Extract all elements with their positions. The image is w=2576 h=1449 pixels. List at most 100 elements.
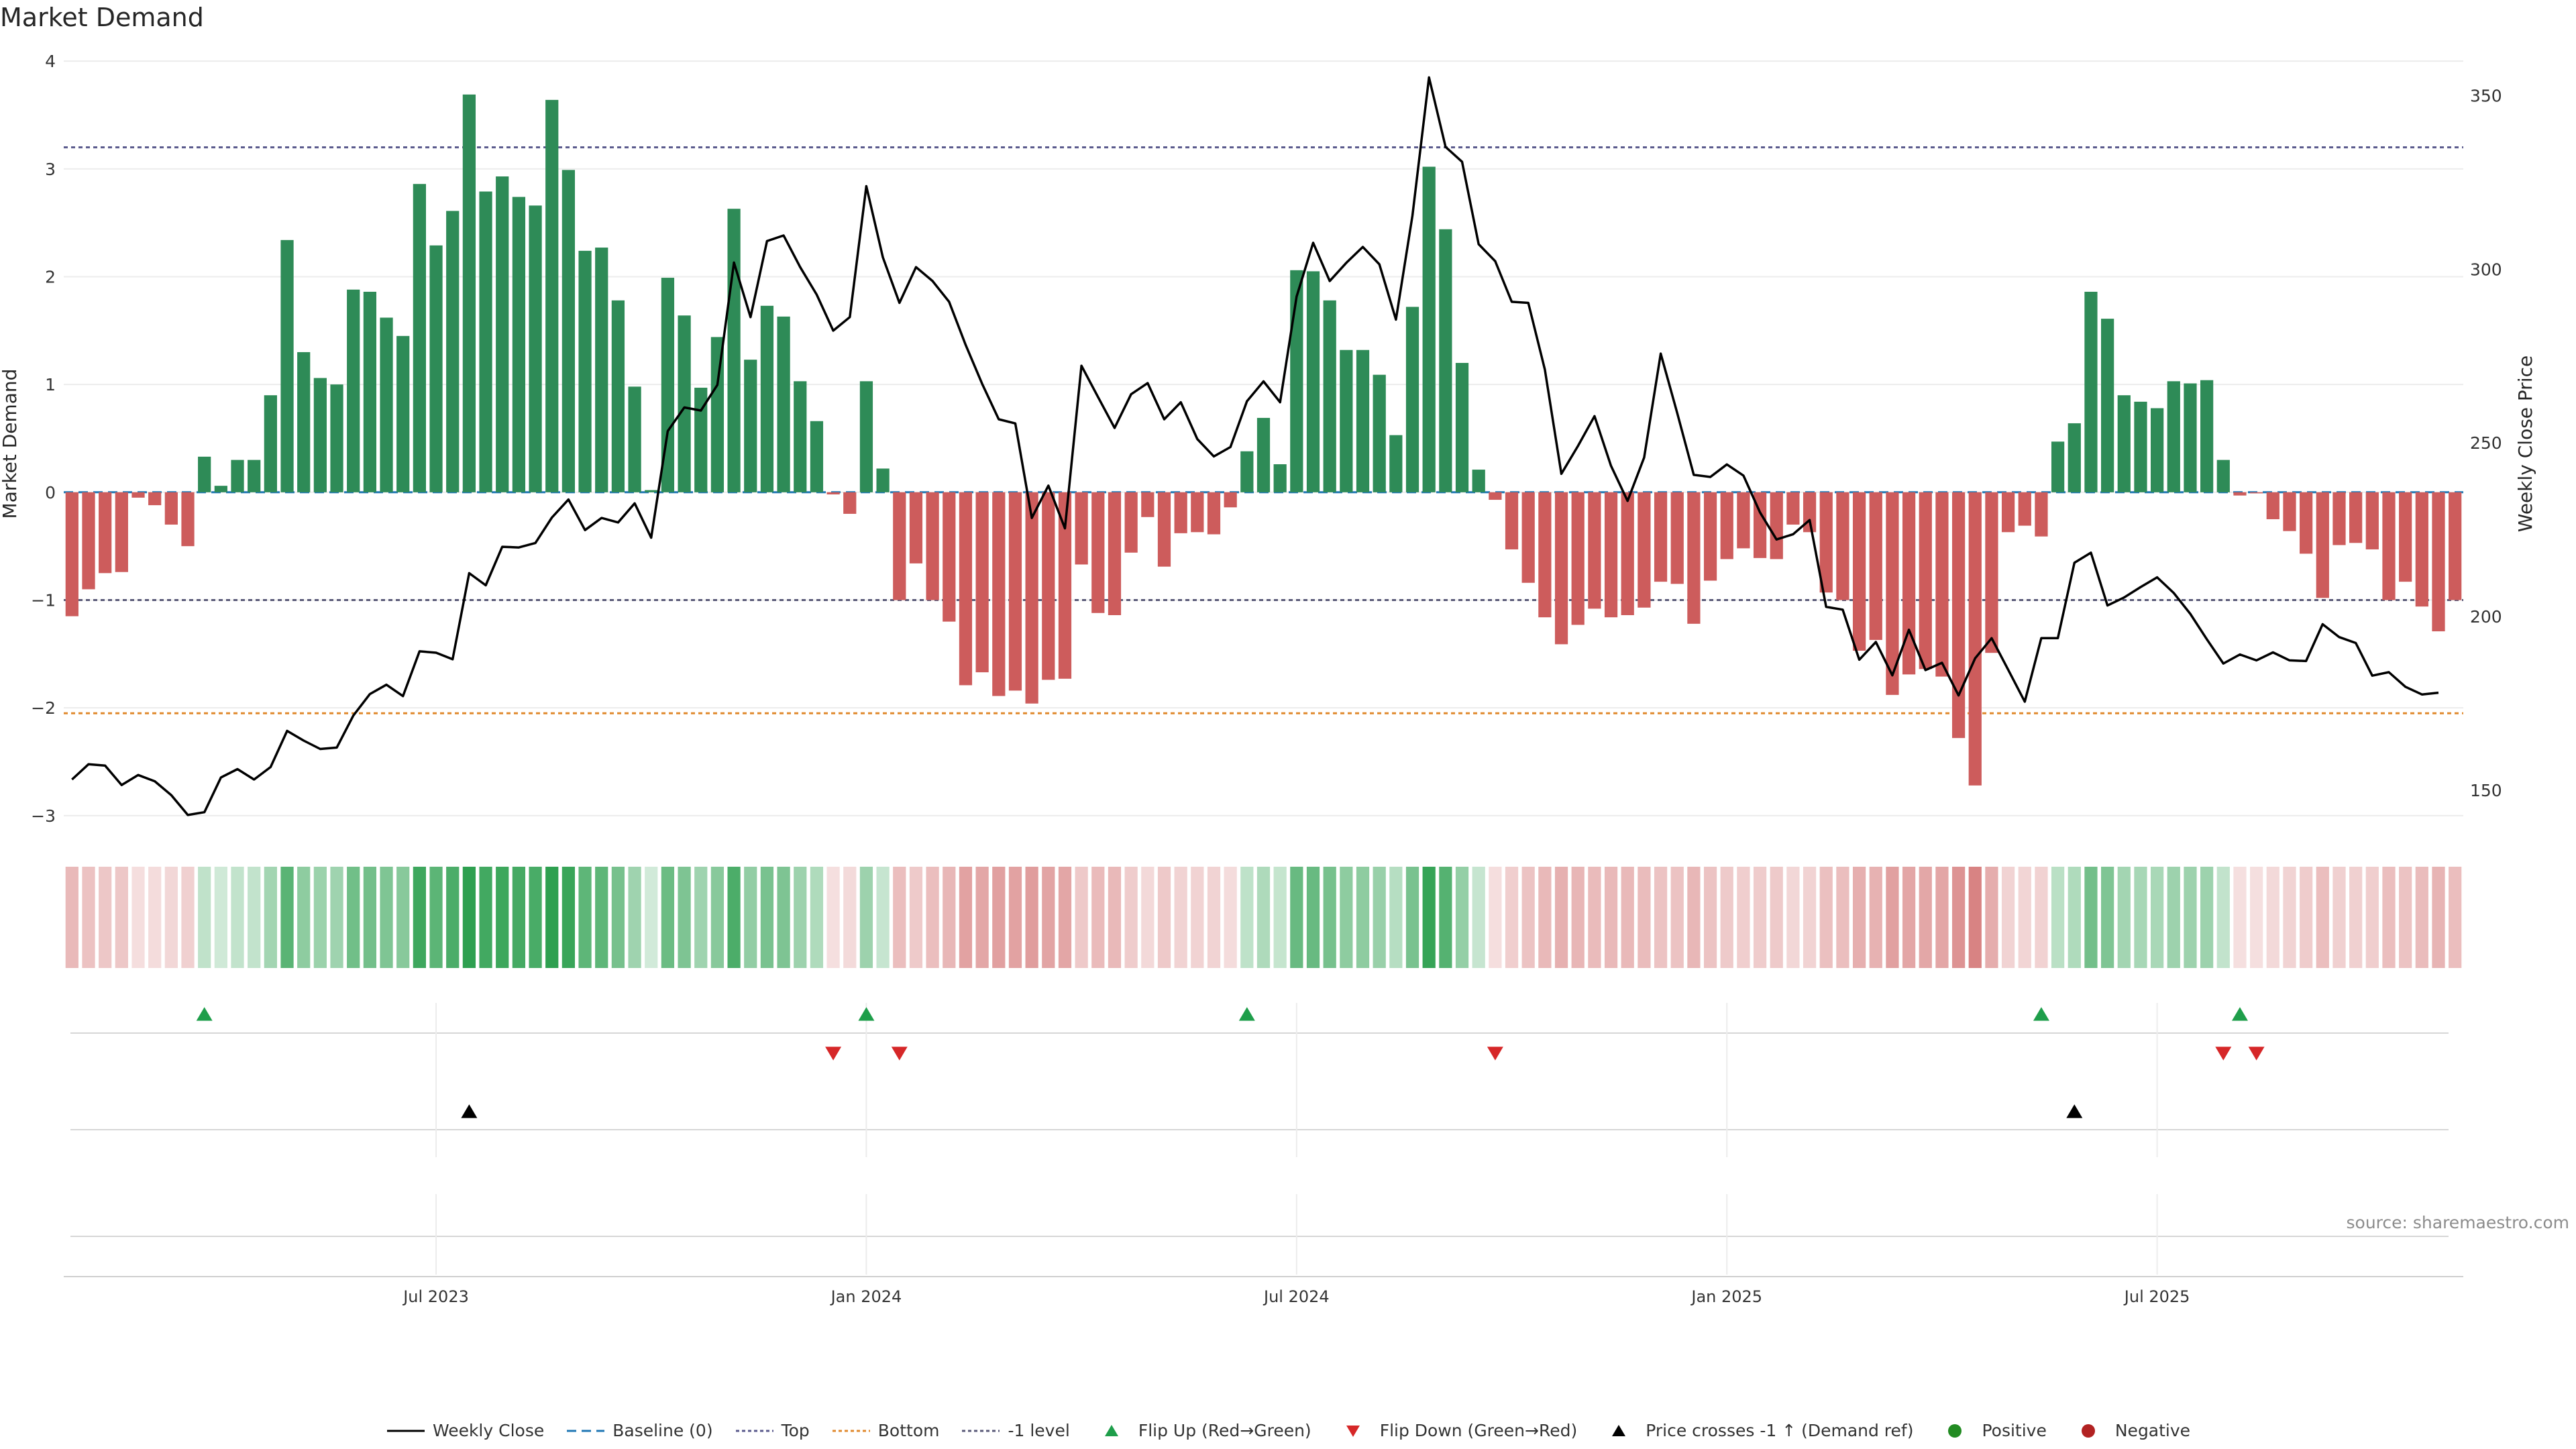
demand-bar	[926, 492, 939, 600]
heat-cell	[1340, 867, 1353, 968]
heat-cell	[2266, 867, 2279, 968]
heat-cell	[479, 867, 492, 968]
y2-tick-label: 350	[2470, 86, 2502, 105]
demand-bar	[264, 395, 277, 492]
flip-up-marker	[2033, 1007, 2049, 1021]
heat-cell	[363, 867, 376, 968]
demand-bar	[1389, 435, 1403, 492]
heat-cell	[1224, 867, 1237, 968]
demand-bar	[2432, 492, 2445, 632]
flip-down-marker	[825, 1046, 842, 1061]
demand-bar	[164, 492, 178, 525]
heat-cell	[1290, 867, 1303, 968]
demand-bar	[1091, 492, 1105, 613]
legend: Weekly Close Baseline (0) Top Bottom -1 leve…	[0, 1421, 2576, 1440]
demand-bar	[2216, 460, 2230, 492]
demand-bar	[148, 492, 162, 506]
demand-bar	[1108, 492, 1122, 615]
heat-cell	[2167, 867, 2180, 968]
y2-tick-label: 300	[2470, 260, 2502, 279]
heat-cell	[413, 867, 427, 968]
heat-cell	[2283, 867, 2296, 968]
heat-cell	[1968, 867, 1982, 968]
heat-cell	[1091, 867, 1105, 968]
heat-cell	[628, 867, 641, 968]
heat-cell	[561, 867, 576, 968]
demand-bar	[512, 197, 526, 492]
heat-cell	[131, 867, 145, 968]
heat-cell	[1770, 867, 1783, 968]
heat-cell	[1687, 867, 1701, 968]
heat-cell	[1654, 867, 1668, 968]
demand-bar	[529, 205, 542, 492]
demand-bar	[810, 421, 824, 492]
demand-bar	[794, 381, 807, 492]
line-dot-icon	[962, 1430, 1000, 1432]
demand-bar	[248, 460, 261, 492]
price-line-layer	[71, 76, 2439, 816]
legend-item: Flip Down (Green→Red)	[1333, 1421, 1578, 1440]
legend-item: Price crosses -1 ↑ (Demand ref)	[1599, 1421, 1913, 1440]
triangle-down-icon	[1346, 1425, 1360, 1437]
heat-cell	[1373, 867, 1386, 968]
demand-bar	[661, 278, 675, 492]
heat-cell	[1108, 867, 1122, 968]
heat-cell	[926, 867, 939, 968]
legend-item: Bottom	[831, 1421, 939, 1440]
heat-cell	[2184, 867, 2197, 968]
legend-label: Baseline (0)	[612, 1421, 713, 1440]
demand-bar	[975, 492, 989, 673]
demand-bar	[65, 492, 78, 616]
heat-cell	[1389, 867, 1403, 968]
heat-cell	[678, 867, 691, 968]
heat-cell	[909, 867, 923, 968]
heat-cell	[65, 867, 78, 968]
y-tick-label: 4	[45, 52, 56, 71]
demand-bar	[1472, 470, 1485, 492]
legend-label: Top	[781, 1421, 810, 1440]
heat-cell	[429, 867, 443, 968]
demand-bar	[1571, 492, 1585, 625]
flip-up-marker	[2231, 1007, 2248, 1021]
demand-bar	[1770, 492, 1783, 559]
heat-cell	[347, 867, 360, 968]
demand-bar	[1008, 492, 1022, 691]
demand-bar	[645, 490, 658, 492]
demand-bar	[396, 335, 410, 492]
line-dash-icon	[567, 1430, 605, 1432]
legend-label: -1 level	[1008, 1421, 1070, 1440]
price-cross-marker	[461, 1104, 478, 1118]
heat-cell	[1042, 867, 1055, 968]
heat-cell	[2432, 867, 2445, 968]
demand-bar	[2035, 492, 2048, 537]
heat-cell	[1935, 867, 1949, 968]
line-dot-icon	[832, 1430, 870, 1432]
heat-cell	[396, 867, 410, 968]
demand-bar	[909, 492, 923, 564]
heat-cell	[2250, 867, 2263, 968]
y-tick-label: −1	[31, 590, 56, 610]
y-tick-label: −2	[31, 698, 56, 718]
legend-label: Negative	[2114, 1421, 2191, 1440]
demand-bar	[2184, 383, 2197, 492]
heat-cell	[1720, 867, 1733, 968]
demand-bar	[1720, 492, 1733, 559]
dot-icon	[2081, 1424, 2095, 1438]
demand-bar	[1737, 492, 1750, 549]
heat-cell	[777, 867, 790, 968]
heat-cell	[1753, 867, 1767, 968]
heat-cell	[1025, 867, 1038, 968]
y2-tick-label: 150	[2470, 781, 2502, 800]
demand-bar	[1869, 492, 1882, 640]
legend-label: Flip Down (Green→Red)	[1379, 1421, 1578, 1440]
demand-bar	[1554, 492, 1568, 645]
heat-cell	[2415, 867, 2428, 968]
heat-cell	[1571, 867, 1585, 968]
heat-cell	[760, 867, 774, 968]
demand-bar	[578, 250, 592, 492]
demand-bar	[2068, 423, 2081, 492]
demand-bars	[65, 94, 2462, 786]
heat-cell	[1323, 867, 1336, 968]
heat-cell	[2134, 867, 2147, 968]
heat-cell	[2349, 867, 2363, 968]
